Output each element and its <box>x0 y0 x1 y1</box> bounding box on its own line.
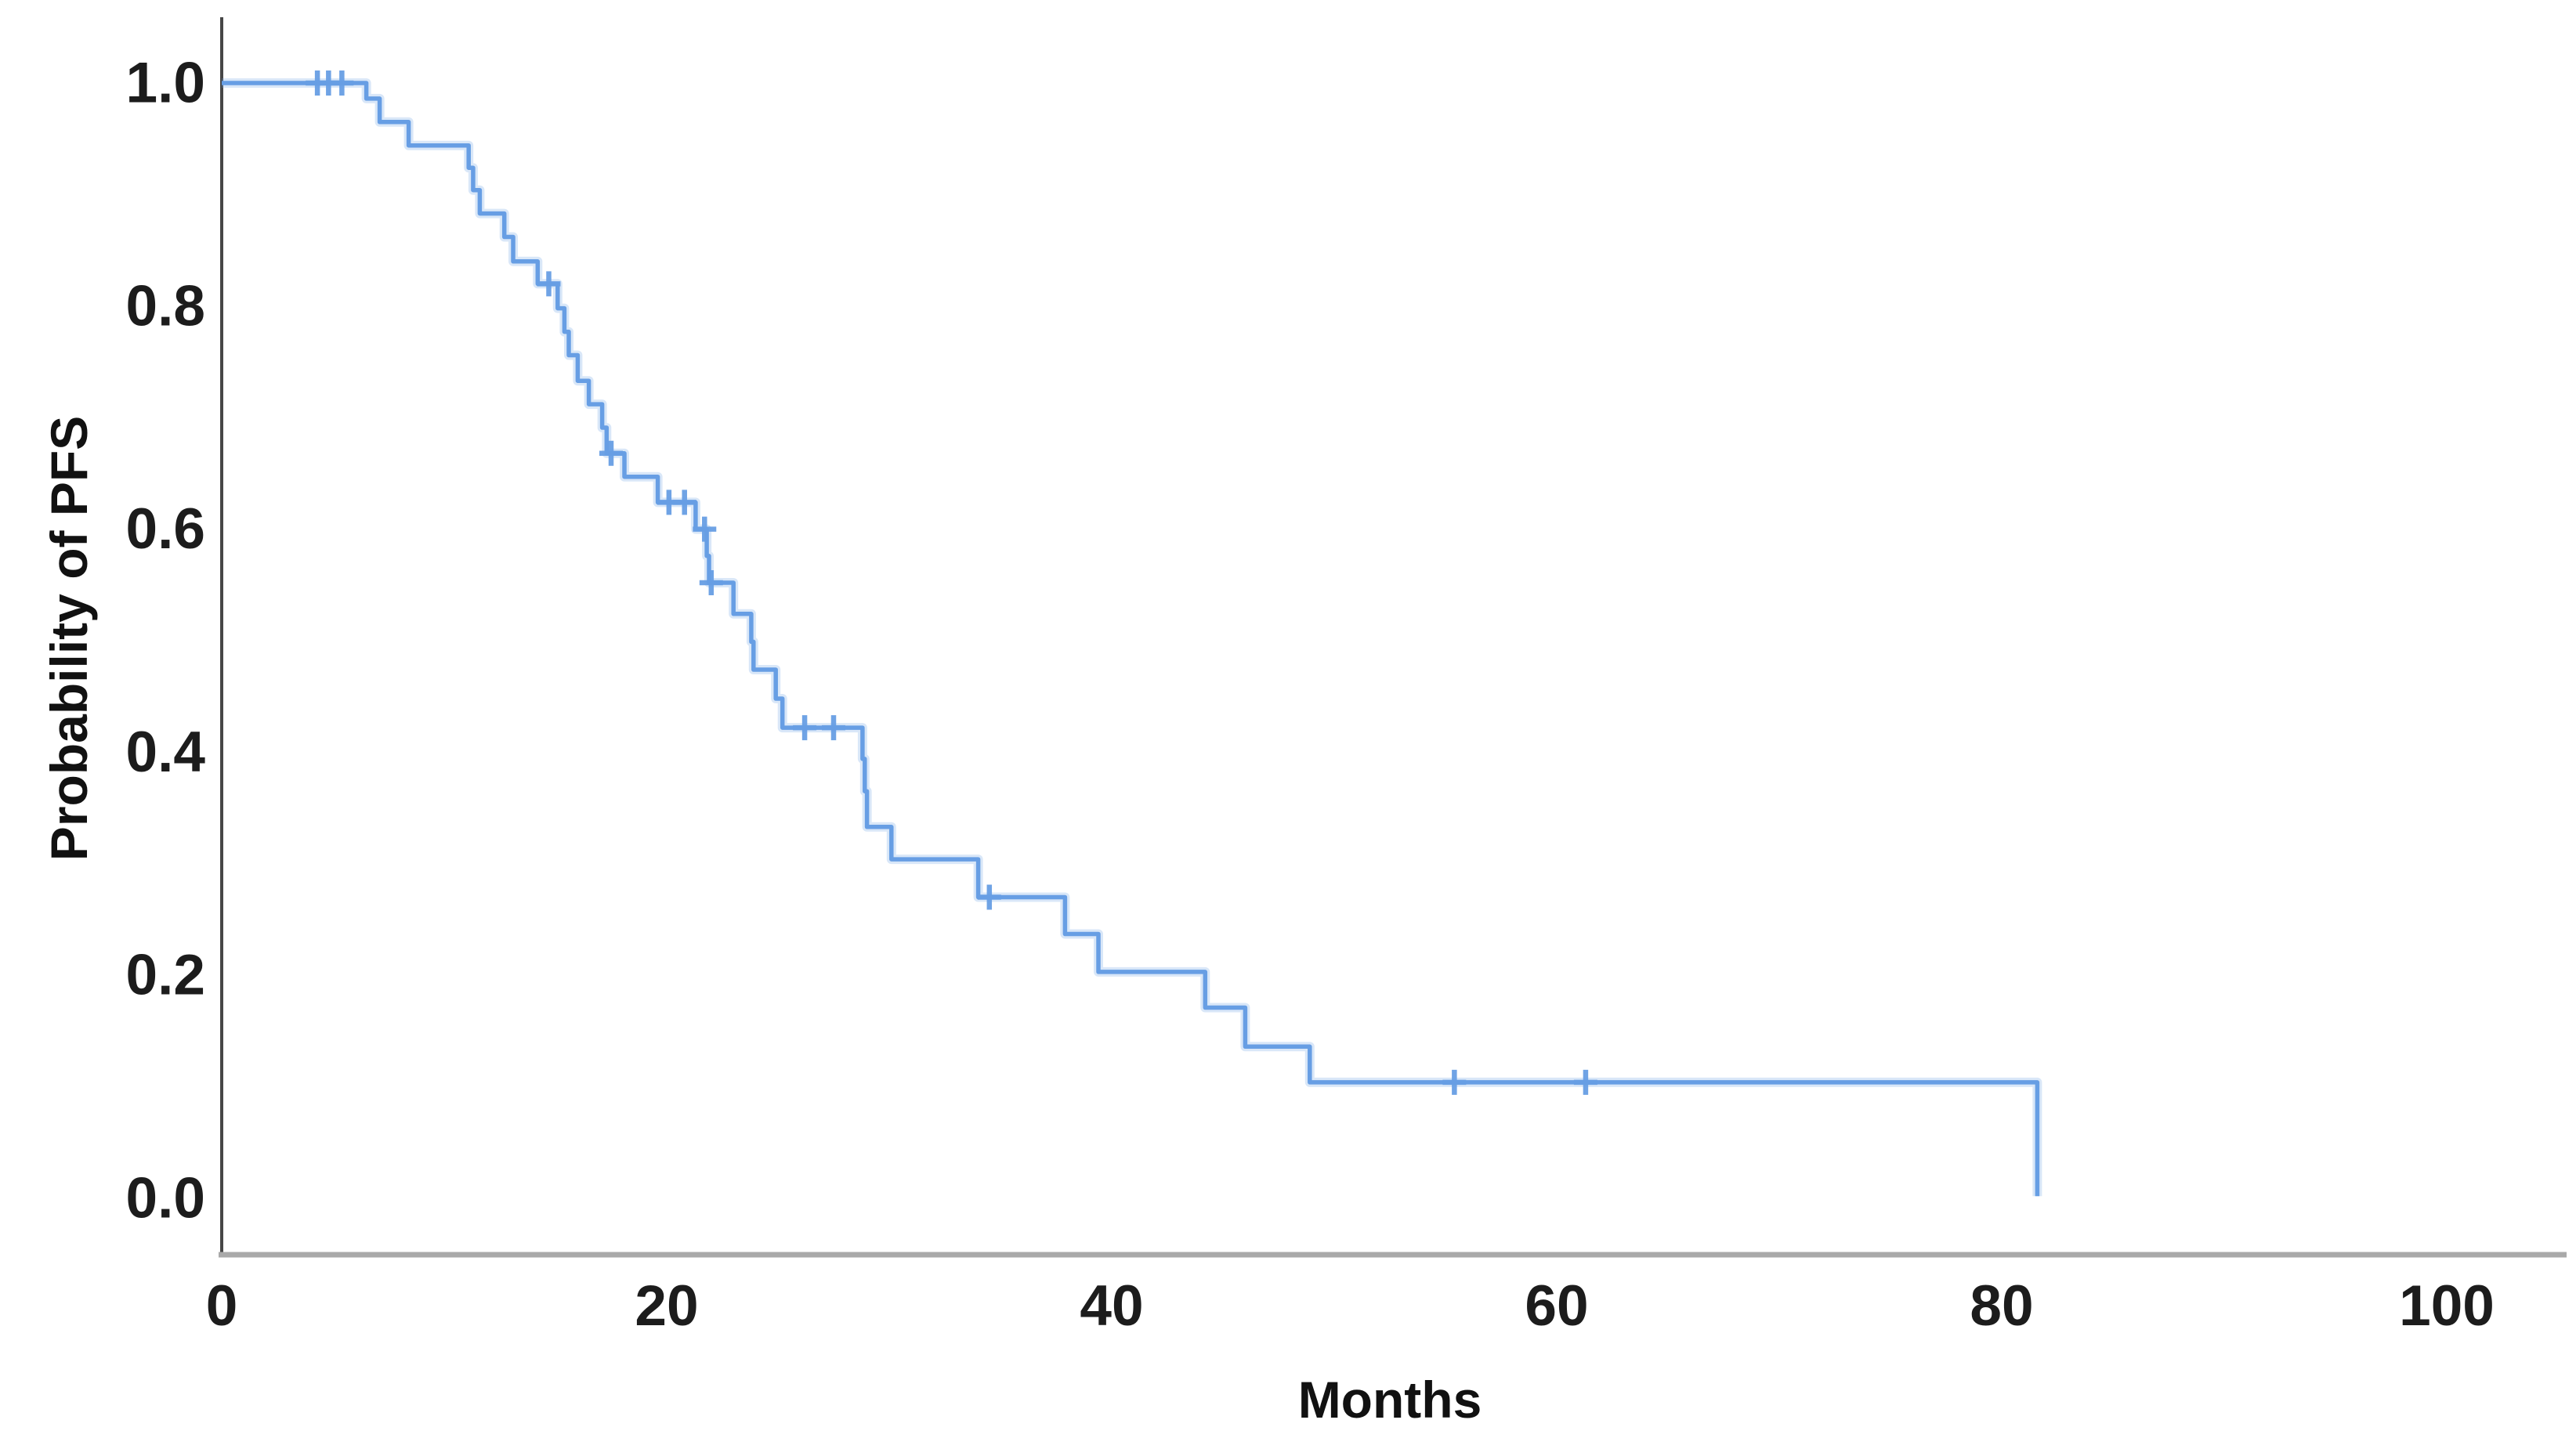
km-step-curve-halo <box>222 78 2042 1197</box>
y-tick-label: 0.0 <box>126 1167 205 1230</box>
axes-layer: 1.0 0.8 0.6 0.4 0.2 0.00 20 40 60 80 100 <box>126 17 2567 1338</box>
censor-mark <box>699 569 723 595</box>
x-tick-label: 20 <box>635 1274 698 1338</box>
censor-mark <box>330 70 354 96</box>
censor-mark <box>537 271 561 297</box>
x-tick-label: 100 <box>2399 1274 2495 1338</box>
y-tick-label: 1.0 <box>126 52 205 115</box>
x-tick-label: 60 <box>1525 1274 1588 1338</box>
censor-mark <box>599 440 623 466</box>
km-step-curve <box>222 81 2040 1197</box>
y-tick-label: 0.6 <box>126 497 205 561</box>
x-axis-title: Months <box>1298 1371 1482 1429</box>
censor-mark <box>1442 1069 1467 1095</box>
y-tick-label: 0.4 <box>126 721 206 784</box>
y-axis-title: Probability of PFS <box>40 416 98 861</box>
censor-mark <box>1573 1069 1597 1095</box>
km-curve-layer <box>222 70 2042 1197</box>
censor-mark <box>977 884 1001 910</box>
x-tick-label: 80 <box>1970 1274 2033 1338</box>
y-tick-label: 0.8 <box>126 274 205 338</box>
censor-mark <box>693 516 717 542</box>
censor-mark <box>822 715 845 741</box>
censor-mark <box>672 490 696 515</box>
x-tick-label: 40 <box>1080 1274 1143 1338</box>
censor-mark <box>793 715 817 741</box>
x-tick-label: 0 <box>206 1274 238 1338</box>
y-tick-label: 0.2 <box>126 944 205 1007</box>
